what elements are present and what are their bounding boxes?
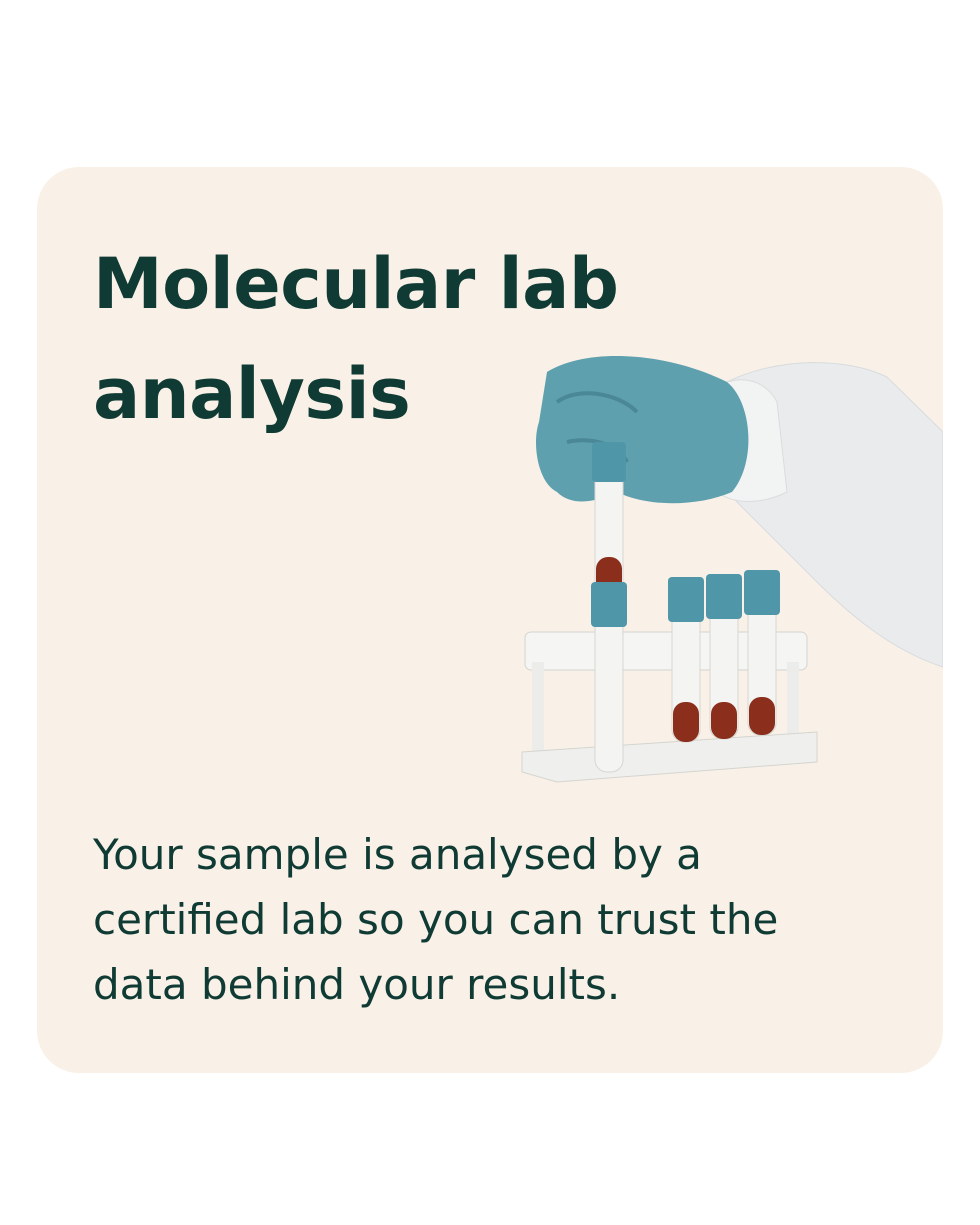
card-title: Molecular lab analysis bbox=[93, 243, 619, 435]
lab-tubes-photo bbox=[521, 355, 943, 783]
card-description: Your sample is analysed by a certified l… bbox=[93, 830, 779, 1009]
feature-card: Molecular lab analysis bbox=[37, 167, 943, 1073]
